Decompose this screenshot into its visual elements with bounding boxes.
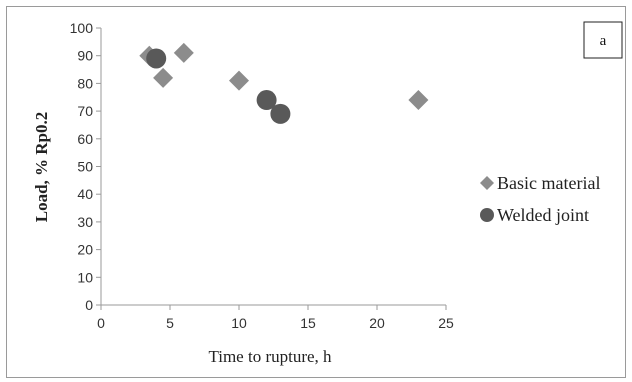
y-tick-label: 30 [77,214,93,230]
panel-label: a [600,33,607,49]
legend-marker-basic-material [480,176,494,190]
data-point-welded-joint [256,90,277,111]
data-point-basic-material [408,90,429,111]
data-point-basic-material [153,67,174,88]
y-tick-label: 60 [77,131,93,147]
y-tick-label: 40 [77,186,93,202]
data-point-basic-material [229,70,249,91]
x-tick-label: 10 [231,315,247,331]
panel-label-box: a [583,21,623,59]
y-tick-label: 100 [70,20,94,36]
y-tick-label: 0 [85,297,93,313]
y-tick-label: 20 [77,242,93,258]
y-tick-label: 80 [77,75,93,91]
chart-axes [100,28,446,306]
chart-legend: Basic material Welded joint [480,173,600,225]
y-axis-title: Load, % Rp0.2 [32,112,51,223]
y-tick-label: 50 [77,159,93,175]
x-axis-title: Time to rupture, h [208,347,332,366]
chart-frame [6,6,626,378]
x-tick-label: 5 [166,315,174,331]
y-tick-label: 70 [77,103,93,119]
y-tick-label: 10 [77,269,93,285]
x-tick-label: 0 [97,315,105,331]
data-point-welded-joint [270,103,291,124]
chart-ticks: 0 10 20 30 40 50 60 70 80 90 100 0 5 10 15 20 25 [70,20,454,331]
x-tick-label: 15 [300,315,316,331]
y-tick-label: 90 [77,48,93,64]
data-point-welded-joint [146,48,167,69]
x-tick-label: 20 [369,315,385,331]
legend-label-basic-material: Basic material [497,173,600,193]
x-tick-label: 25 [438,315,454,331]
data-point-basic-material [173,42,194,63]
chart-points [139,42,429,124]
legend-marker-welded-joint [480,208,494,222]
legend-label-welded-joint: Welded joint [497,205,589,225]
